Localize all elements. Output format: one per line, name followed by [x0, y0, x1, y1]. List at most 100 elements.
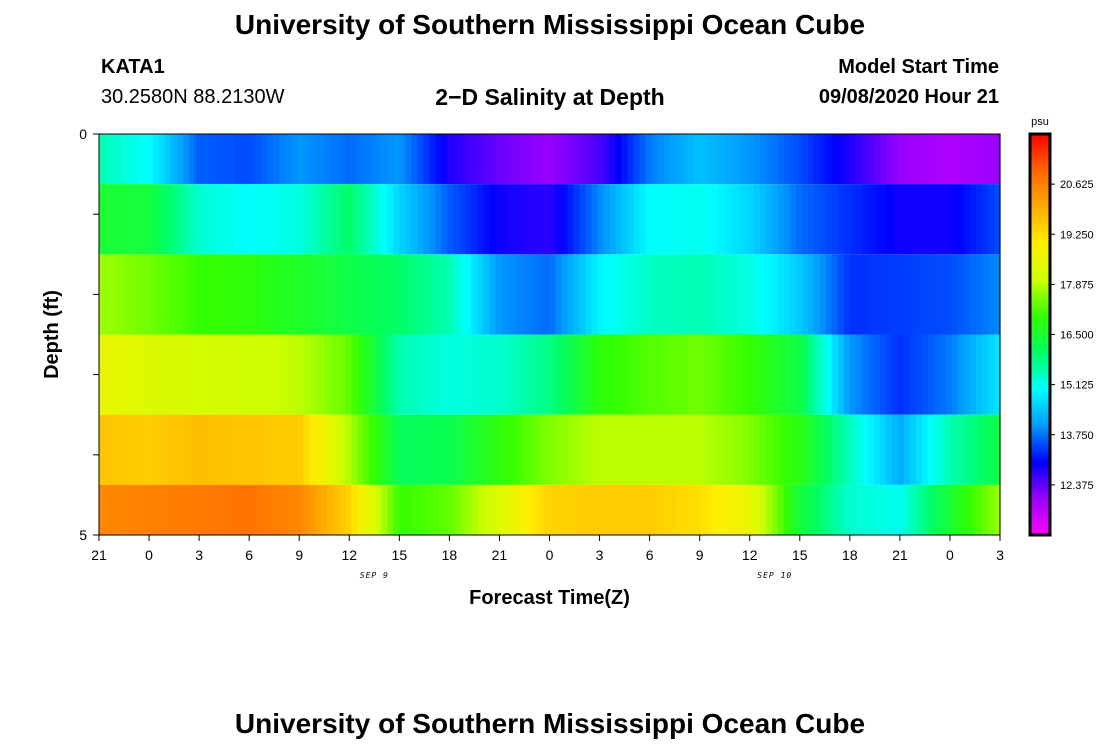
footer-title: University of Southern Mississippi Ocean… [234, 708, 866, 739]
heatmap-cell [327, 184, 334, 255]
heatmap-cell [111, 414, 118, 485]
heatmap-cell [195, 414, 202, 485]
heatmap-cell [447, 134, 454, 185]
heatmap-cell [987, 484, 995, 536]
heatmap-cell [693, 414, 701, 485]
heatmap-cell [537, 134, 545, 185]
heatmap-cell [141, 334, 148, 415]
heatmap-cell [447, 254, 454, 335]
heatmap-cell [285, 484, 292, 536]
heatmap-cell [597, 484, 605, 536]
heatmap-cell [549, 484, 557, 536]
heatmap-cell [261, 134, 268, 185]
x-tick-label: 21 [492, 547, 508, 563]
x-tick-label: 15 [792, 547, 808, 563]
heatmap-cell [507, 484, 515, 536]
heatmap-cell [579, 484, 587, 536]
heatmap-cell [813, 414, 821, 485]
heatmap-cell [327, 254, 334, 335]
heatmap-cell [957, 484, 965, 536]
heatmap-cell [513, 134, 521, 185]
heatmap-cell [357, 134, 364, 185]
heatmap-cell [837, 414, 845, 485]
heatmap-cell [987, 414, 995, 485]
heatmap-cell [249, 184, 256, 255]
heatmap-cell [963, 414, 971, 485]
heatmap-cell [459, 184, 467, 255]
heatmap-cell [105, 254, 112, 335]
heatmap-cell [405, 334, 412, 415]
heatmap-cell [957, 184, 965, 255]
heatmap-cell [327, 134, 334, 185]
colorbar: psu 12.375 13.750 15.125 16.500 17.875 19.250… [1028, 116, 1094, 537]
heatmap-cell [963, 254, 971, 335]
heatmap-cell [939, 334, 947, 415]
heatmap-cell [831, 334, 839, 415]
heatmap-cell [165, 134, 172, 185]
heatmap-cell [939, 184, 947, 255]
heatmap-cell [375, 134, 382, 185]
heatmap-cell [573, 134, 581, 185]
heatmap-cell [675, 414, 683, 485]
x-tick-label: 6 [646, 547, 654, 563]
heatmap-cell [993, 184, 1001, 255]
heatmap-cell [603, 334, 611, 415]
heatmap-cell [543, 334, 551, 415]
heatmap-cell [717, 134, 725, 185]
heatmap-cell [969, 334, 977, 415]
heatmap-cell [753, 484, 761, 536]
heatmap-cell [105, 184, 112, 255]
heatmap-cell [585, 484, 593, 536]
heatmap-cell [861, 484, 869, 536]
x-tick-label: 0 [145, 547, 153, 563]
heatmap-cell [897, 254, 905, 335]
heatmap-cell [789, 484, 797, 536]
heatmap-cell [225, 254, 232, 335]
heatmap-cell [531, 414, 539, 485]
heatmap-cell [279, 334, 286, 415]
heatmap-cell [417, 484, 424, 536]
heatmap-cell [837, 184, 845, 255]
heatmap-cell [117, 334, 124, 415]
heatmap-cell [621, 334, 629, 415]
heatmap-cell [657, 134, 665, 185]
heatmap-cell [561, 254, 569, 335]
heatmap-cell [675, 134, 683, 185]
heatmap-cell [159, 254, 166, 335]
heatmap-cell [423, 484, 430, 536]
heatmap-cell [417, 134, 424, 185]
heatmap-cell [591, 484, 599, 536]
heatmap-cell [579, 134, 587, 185]
heatmap-cell [561, 134, 569, 185]
heatmap-cell [939, 484, 947, 536]
heatmap-cell [177, 414, 184, 485]
heatmap-cell [123, 484, 130, 536]
heatmap-cell [663, 184, 671, 255]
heatmap-cell [543, 484, 551, 536]
heatmap-cell [735, 334, 743, 415]
heatmap-cell [405, 484, 412, 536]
heatmap-cell [165, 254, 172, 335]
heatmap-cell [945, 414, 953, 485]
heatmap-cell [501, 484, 509, 536]
heatmap-cell [915, 334, 923, 415]
heatmap-cell [891, 334, 899, 415]
heatmap-cell [591, 334, 599, 415]
heatmap-cell [711, 184, 719, 255]
heatmap-cell [297, 254, 304, 335]
heatmap-cell [615, 334, 623, 415]
heatmap-cell [231, 134, 238, 185]
heatmap-cell [927, 414, 935, 485]
heatmap-cell [651, 334, 659, 415]
heatmap-cell [357, 484, 364, 536]
heatmap-cell [885, 484, 893, 536]
heatmap-cell [237, 134, 244, 185]
heatmap-cell [483, 134, 491, 185]
heatmap-cell [363, 134, 370, 185]
heatmap-cell [861, 184, 869, 255]
heatmap-cell [867, 184, 875, 255]
heatmap-cell [99, 484, 106, 536]
x-tick-label: 12 [341, 547, 357, 563]
heatmap-cell [639, 184, 647, 255]
